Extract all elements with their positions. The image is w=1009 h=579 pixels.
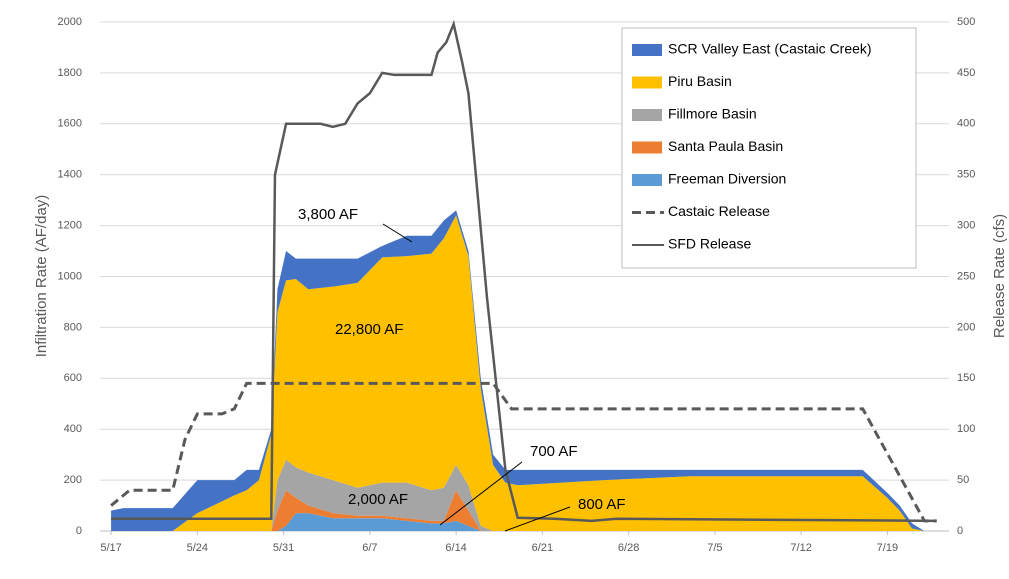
legend-label: Fillmore Basin — [668, 106, 757, 122]
legend-label: Freeman Diversion — [668, 171, 786, 187]
y2-tick-label: 250 — [957, 270, 975, 282]
lines — [110, 19, 937, 523]
y2-tick-label: 450 — [957, 67, 975, 79]
y2-tick-label: 300 — [957, 220, 975, 232]
legend: SCR Valley East (Castaic Creek) Piru Basi… — [632, 41, 872, 252]
y2-tick-label: 350 — [957, 169, 975, 181]
labels: 0 200 400 600 800 1000 1200 1400 1600 1800 2000 0 50… — [58, 16, 976, 554]
x-tick-label: 5/17 — [100, 542, 121, 554]
y2-tick-label: 400 — [957, 118, 975, 130]
y2-tick-label: 0 — [957, 525, 963, 537]
legend-label: SCR Valley East (Castaic Creek) — [668, 41, 872, 57]
y-tick-label: 1800 — [58, 67, 82, 79]
y2-tick-label: 150 — [957, 372, 975, 384]
y-tick-label: 2000 — [58, 16, 82, 28]
y-tick-label: 0 — [76, 525, 82, 537]
x-tick-label: 6/7 — [362, 542, 377, 554]
area — [111, 459, 925, 531]
legend-swatch — [632, 44, 662, 56]
area — [111, 513, 925, 531]
legend-label: Piru Basin — [668, 73, 732, 89]
y2-tick-label: 500 — [957, 16, 975, 28]
x-tick-label: 7/19 — [877, 542, 898, 554]
x-tick-label: 7/12 — [790, 542, 811, 554]
legend-label: Santa Paula Basin — [668, 138, 783, 154]
line — [111, 19, 937, 523]
annotation: 2,000 AF — [348, 491, 408, 508]
legend-swatch — [632, 76, 662, 89]
y-tick-label: 600 — [64, 372, 82, 384]
x-tick-label: 7/5 — [707, 542, 722, 554]
y-tick-label: 800 — [64, 321, 82, 333]
annotation: 800 AF — [578, 496, 626, 513]
area — [111, 210, 925, 531]
y-tick-label: 1200 — [58, 220, 82, 232]
x-tick-label: 5/24 — [187, 542, 208, 554]
y-tick-label: 1000 — [58, 270, 82, 282]
annotation: 22,800 AF — [335, 321, 403, 338]
legend-swatch — [632, 141, 662, 154]
line — [110, 381, 937, 523]
y-tick-label: 1600 — [58, 118, 82, 130]
legend-label: SFD Release — [668, 236, 751, 252]
y2-tick-label: 50 — [957, 474, 969, 486]
y2-tick-label: 100 — [957, 423, 975, 435]
legend-swatch — [632, 174, 662, 186]
y-tick-label: 200 — [64, 474, 82, 486]
y2-axis-title: Release Rate (cfs) — [991, 214, 1008, 338]
leader-line — [504, 506, 571, 532]
x-tick-label: 5/31 — [273, 542, 294, 554]
x-tick-label: 6/14 — [445, 542, 466, 554]
y-tick-label: 1400 — [58, 169, 82, 181]
annotation: 3,800 AF — [298, 206, 358, 223]
area — [111, 215, 925, 532]
y-axis-title: Infiltration Rate (AF/day) — [33, 195, 50, 358]
annotation: 700 AF — [530, 443, 578, 460]
areas — [111, 210, 925, 532]
x-tick-label: 6/28 — [618, 542, 639, 554]
y-tick-label: 400 — [64, 423, 82, 435]
legend-swatch — [632, 109, 662, 121]
leader-line — [382, 223, 413, 243]
leader-line — [439, 461, 523, 526]
legend-label: Castaic Release — [668, 203, 770, 219]
legend-box — [621, 27, 917, 269]
x-tick-label: 6/21 — [532, 542, 553, 554]
y2-tick-label: 200 — [957, 321, 975, 333]
